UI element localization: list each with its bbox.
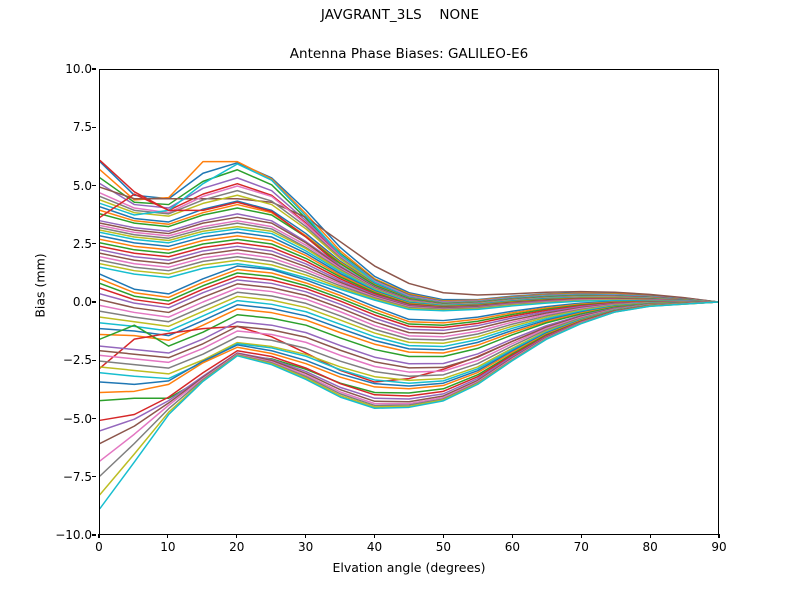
x-tick-mark (580, 534, 582, 538)
x-tick-mark (305, 534, 307, 538)
x-tick-mark (442, 534, 444, 538)
x-tick-label: 70 (573, 540, 589, 554)
x-tick-label: 30 (298, 540, 314, 554)
x-axis-label: Elvation angle (degrees) (332, 560, 486, 575)
series-line (100, 186, 718, 303)
line-curves (100, 159, 718, 510)
x-tick-label: 20 (229, 540, 245, 554)
y-tick-mark (92, 417, 97, 420)
y-tick-label: −7.5 (62, 469, 92, 484)
x-tick-label: 50 (435, 540, 452, 554)
figure-suptitle: JAVGRANT_3LS NONE (320, 7, 480, 23)
y-tick-mark (92, 476, 97, 478)
y-tick-label: 7.5 (72, 120, 92, 135)
y-tick-label: −2.5 (62, 353, 92, 368)
axes-title: Antenna Phase Biases: GALILEO-E6 (289, 46, 529, 62)
x-tick-mark (374, 534, 376, 538)
series-line (100, 262, 718, 312)
x-tick-label: 10 (160, 540, 176, 554)
x-tick-mark (236, 534, 238, 538)
y-tick-mark (92, 184, 97, 187)
y-tick-label: 2.5 (72, 236, 92, 251)
y-tick-mark (92, 301, 97, 303)
series-line (100, 301, 718, 510)
x-tick-mark (649, 534, 651, 538)
y-axis-ticks: −10.0 −7.5 −5.0 −2.5 0.0 2.5 5.0 7.5 10.0 (0, 0, 97, 600)
y-tick-label: 5.0 (72, 178, 92, 193)
y-tick-label: 0.0 (72, 295, 92, 309)
y-tick-label: −5.0 (62, 411, 92, 426)
y-tick-mark (92, 126, 97, 128)
y-tick-mark (92, 243, 97, 245)
y-tick-mark (92, 359, 97, 361)
x-tick-label: 80 (642, 540, 658, 554)
x-tick-label: 0 (95, 540, 103, 554)
y-tick-mark (92, 68, 97, 70)
x-tick-label: 90 (711, 540, 727, 554)
plot-area (99, 69, 719, 535)
x-tick-mark (718, 534, 720, 538)
x-tick-label: 60 (504, 540, 520, 554)
y-axis-label: Bias (mm) (32, 253, 48, 318)
x-tick-mark (167, 534, 169, 538)
y-tick-label: 10.0 (65, 62, 92, 76)
x-tick-mark (511, 534, 513, 538)
y-tick-mark (92, 534, 97, 536)
series-line (100, 301, 718, 358)
y-tick-label: −10.0 (55, 528, 92, 542)
x-tick-mark (98, 534, 100, 538)
x-tick-label: 40 (366, 540, 383, 554)
